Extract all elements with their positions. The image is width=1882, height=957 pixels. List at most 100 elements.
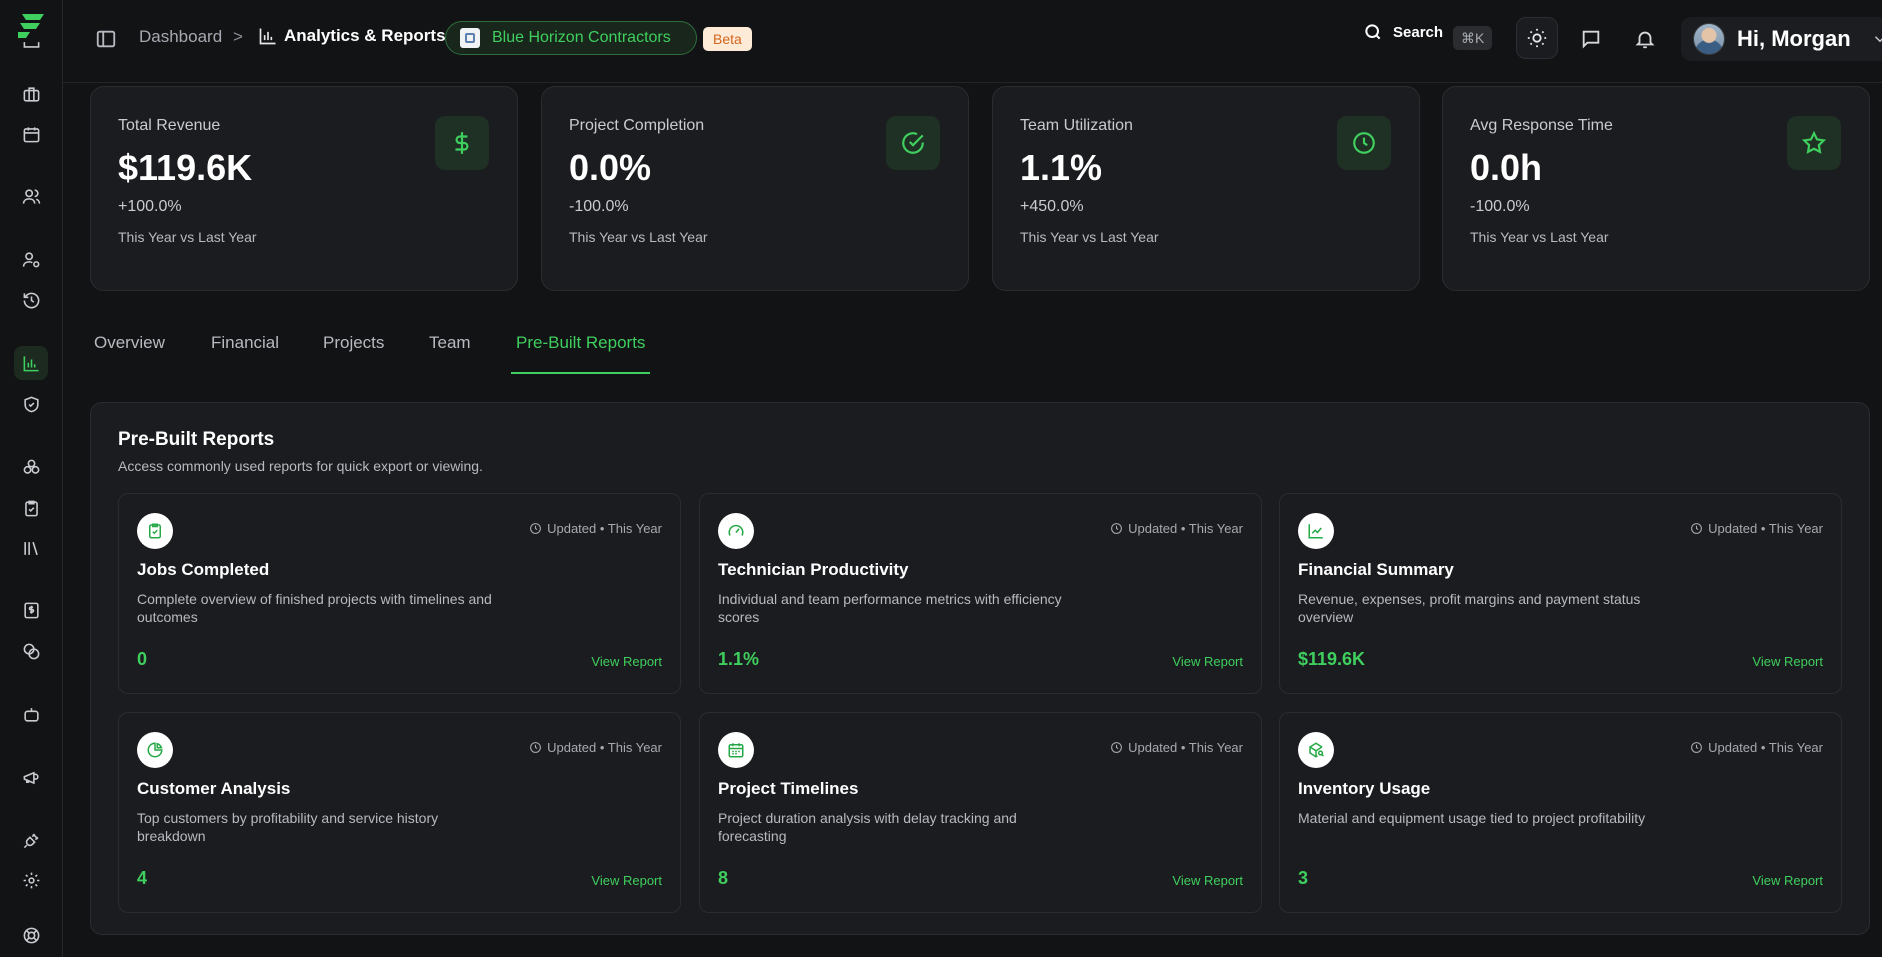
search-label: Search xyxy=(1393,23,1444,41)
user-settings-icon[interactable] xyxy=(14,242,48,276)
messages-icon[interactable] xyxy=(1580,28,1602,50)
report-card-customer-analysis[interactable]: Updated • This Year Customer Analysis To… xyxy=(118,712,681,913)
users-icon[interactable] xyxy=(14,179,48,213)
kpi-value: 1.1% xyxy=(1020,147,1103,188)
view-report-link[interactable]: View Report xyxy=(1172,654,1243,669)
user-menu[interactable]: Hi, Morgan xyxy=(1681,17,1882,61)
clipboard-check-icon[interactable] xyxy=(14,491,48,525)
view-report-link[interactable]: View Report xyxy=(591,873,662,888)
report-card-jobs-completed[interactable]: Updated • This Year Jobs Completed Compl… xyxy=(118,493,681,694)
report-description: Revenue, expenses, profit margins and pa… xyxy=(1298,591,1641,625)
report-description: Top customers by profitability and servi… xyxy=(137,810,439,844)
kpi-label: Project Completion xyxy=(569,117,705,134)
report-value: 3 xyxy=(1298,868,1309,888)
kpi-change: -100.0% xyxy=(569,198,629,215)
package-search-icon xyxy=(1298,732,1334,768)
report-value: $119.6K xyxy=(1298,649,1366,669)
report-description: Complete overview of finished projects w… xyxy=(137,591,492,625)
report-updated: Updated • This Year xyxy=(1110,740,1243,755)
app-logo-icon[interactable] xyxy=(16,12,46,40)
kpi-card-team-utilization: Team Utilization 1.1% +450.0% This Year … xyxy=(992,86,1420,291)
clock-icon xyxy=(1111,523,1123,534)
company-selector[interactable]: Blue Horizon Contractors xyxy=(445,21,697,55)
plug-icon[interactable] xyxy=(14,823,48,857)
bot-icon[interactable] xyxy=(14,697,48,731)
report-title: Customer Analysis xyxy=(137,779,291,798)
pre-built-reports-panel: Pre-Built Reports Access commonly used r… xyxy=(90,402,1870,935)
tab-pre-built-reports[interactable]: Pre-Built Reports xyxy=(516,333,646,352)
library-icon[interactable] xyxy=(14,531,48,565)
panel-subtitle: Access commonly used reports for quick e… xyxy=(118,458,483,474)
gear-icon[interactable] xyxy=(14,863,48,897)
active-tab-indicator xyxy=(511,372,650,374)
history-icon[interactable] xyxy=(14,283,48,317)
megaphone-icon[interactable] xyxy=(14,760,48,794)
kpi-label: Avg Response Time xyxy=(1470,117,1613,134)
shield-check-icon[interactable] xyxy=(14,387,48,421)
star-icon xyxy=(1787,116,1841,170)
coins-icon[interactable] xyxy=(14,634,48,668)
kpi-period: This Year vs Last Year xyxy=(1020,229,1159,245)
clock-icon xyxy=(530,523,542,534)
clock-icon xyxy=(1691,523,1703,534)
bell-icon[interactable] xyxy=(1634,28,1656,50)
report-description: Material and equipment usage tied to pro… xyxy=(1298,810,1646,826)
page-title: Analytics & Reports xyxy=(284,26,446,45)
report-card-financial-summary[interactable]: Updated • This Year Financial Summary Re… xyxy=(1279,493,1842,694)
clock-icon xyxy=(1691,742,1703,753)
report-title: Project Timelines xyxy=(718,779,859,798)
breadcrumb-dashboard[interactable]: Dashboard xyxy=(139,27,223,46)
breadcrumb-separator: > xyxy=(233,27,243,46)
report-updated: Updated • This Year xyxy=(1690,521,1823,536)
tab-projects[interactable]: Projects xyxy=(323,333,385,352)
view-report-link[interactable]: View Report xyxy=(591,654,662,669)
calendar-icon[interactable] xyxy=(14,117,48,151)
view-report-link[interactable]: View Report xyxy=(1752,654,1823,669)
report-title: Technician Productivity xyxy=(718,560,909,579)
report-card-inventory-usage[interactable]: Updated • This Year Inventory Usage Mate… xyxy=(1279,712,1842,913)
line-chart-icon xyxy=(1298,513,1334,549)
kpi-value: 0.0% xyxy=(569,147,652,188)
analytics-icon[interactable] xyxy=(14,346,48,380)
kpi-card-avg-response-time: Avg Response Time 0.0h -100.0% This Year… xyxy=(1442,86,1870,291)
clock-icon xyxy=(530,742,542,753)
briefcase-icon[interactable] xyxy=(14,77,48,111)
report-card-technician-productivity[interactable]: Updated • This Year Technician Productiv… xyxy=(699,493,1262,694)
search-button[interactable]: Search xyxy=(1363,22,1443,42)
invoice-icon[interactable] xyxy=(14,593,48,627)
kpi-change: +100.0% xyxy=(118,198,182,215)
tab-team[interactable]: Team xyxy=(429,333,471,352)
search-icon xyxy=(1365,24,1381,40)
report-updated-text: Updated • This Year xyxy=(547,740,662,755)
boxes-icon[interactable] xyxy=(14,450,48,484)
report-updated-text: Updated • This Year xyxy=(547,521,662,536)
search-shortcut: ⌘K xyxy=(1453,26,1493,50)
tab-overview[interactable]: Overview xyxy=(94,333,165,352)
inbox-icon[interactable] xyxy=(14,40,48,56)
kpi-card-project-completion: Project Completion 0.0% -100.0% This Yea… xyxy=(541,86,969,291)
report-title: Financial Summary xyxy=(1298,560,1454,579)
report-value: 8 xyxy=(718,868,729,888)
kpi-value: $119.6K xyxy=(118,147,253,188)
report-value: 4 xyxy=(137,868,148,888)
sidebar-toggle-icon[interactable] xyxy=(95,28,117,50)
tab-financial[interactable]: Financial xyxy=(211,333,280,352)
view-report-link[interactable]: View Report xyxy=(1752,873,1823,888)
report-card-project-timelines[interactable]: Updated • This Year Project Timelines Pr… xyxy=(699,712,1262,913)
top-bar: Dashboard > Analytics & Reports Blue Hor… xyxy=(63,0,1882,83)
kpi-period: This Year vs Last Year xyxy=(1470,229,1609,245)
kpi-change: -100.0% xyxy=(1470,198,1530,215)
report-updated-text: Updated • This Year xyxy=(1708,740,1823,755)
bar-chart-icon xyxy=(259,28,276,45)
chevron-down-icon xyxy=(1874,36,1882,43)
theme-toggle-button[interactable] xyxy=(1516,17,1558,59)
kpi-period: This Year vs Last Year xyxy=(118,229,257,245)
view-report-link[interactable]: View Report xyxy=(1172,873,1243,888)
help-lifebuoy-icon[interactable] xyxy=(14,918,48,952)
company-logo-icon xyxy=(460,28,480,48)
report-title: Inventory Usage xyxy=(1298,779,1431,798)
report-updated-text: Updated • This Year xyxy=(1708,521,1823,536)
sidebar xyxy=(0,0,63,957)
beta-badge: Beta xyxy=(703,27,752,51)
report-updated: Updated • This Year xyxy=(529,740,662,755)
